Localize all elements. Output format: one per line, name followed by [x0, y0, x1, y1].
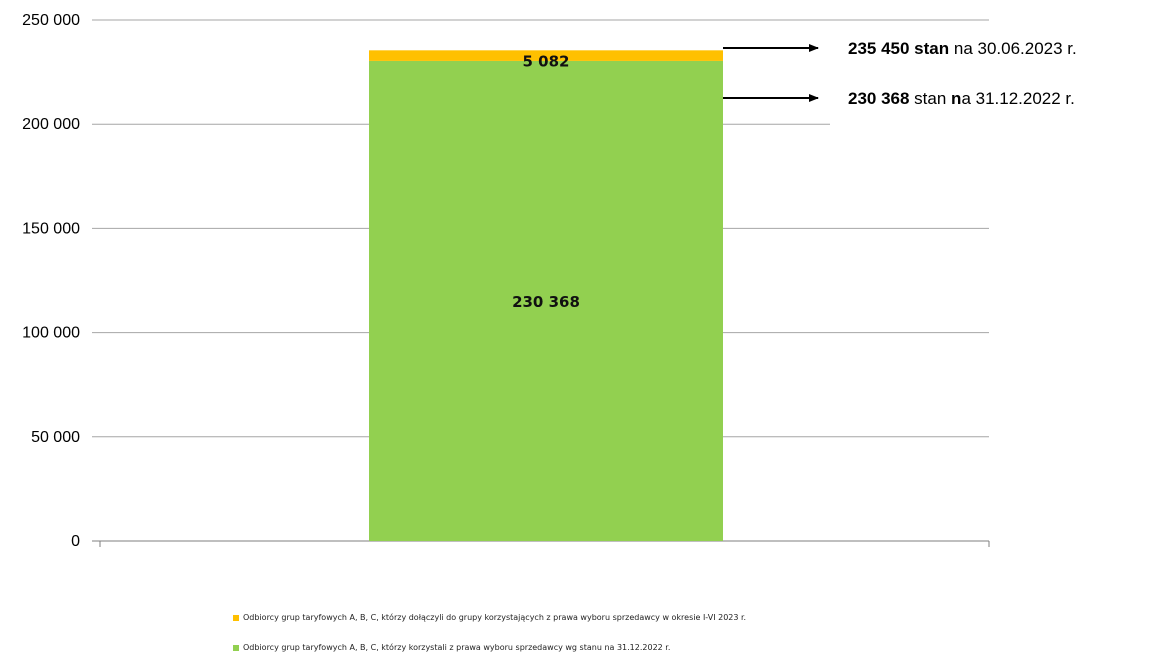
annotations: 235 450 stan na 30.06.2023 r. 230 368 sta…	[723, 39, 1077, 108]
legend-label-added: Odbiorcy grup taryfowych A, B, C, którzy…	[243, 613, 747, 622]
y-tick-label: 0	[71, 533, 80, 550]
legend-label-base: Odbiorcy grup taryfowych A, B, C, którzy…	[243, 643, 671, 652]
y-tick-label: 150 000	[22, 220, 80, 237]
legend-swatch-base	[233, 644, 239, 651]
bars	[369, 50, 723, 542]
bar-segment	[369, 50, 723, 61]
data-labels: 230 368 5 082	[512, 52, 580, 311]
annotation-text: 230 368 stan na 31.12.2022 r.	[848, 89, 1075, 108]
legend-swatch-added	[233, 614, 239, 621]
legend-item-added: Odbiorcy grup taryfowych A, B, C, którzy…	[233, 613, 746, 622]
bar-segment	[369, 60, 723, 542]
data-label: 230 368	[512, 293, 580, 311]
y-tick-label: 250 000	[22, 12, 80, 29]
y-axis-ticks: 0 50 000 100 000 150 000 200 000 250 000	[22, 12, 80, 550]
y-tick-label: 100 000	[22, 325, 80, 342]
annotation-text: 235 450 stan na 30.06.2023 r.	[848, 39, 1077, 58]
y-tick-label: 200 000	[22, 116, 80, 133]
legend-item-base: Odbiorcy grup taryfowych A, B, C, którzy…	[233, 643, 670, 652]
data-label: 5 082	[523, 52, 570, 70]
y-tick-label: 50 000	[31, 429, 80, 446]
